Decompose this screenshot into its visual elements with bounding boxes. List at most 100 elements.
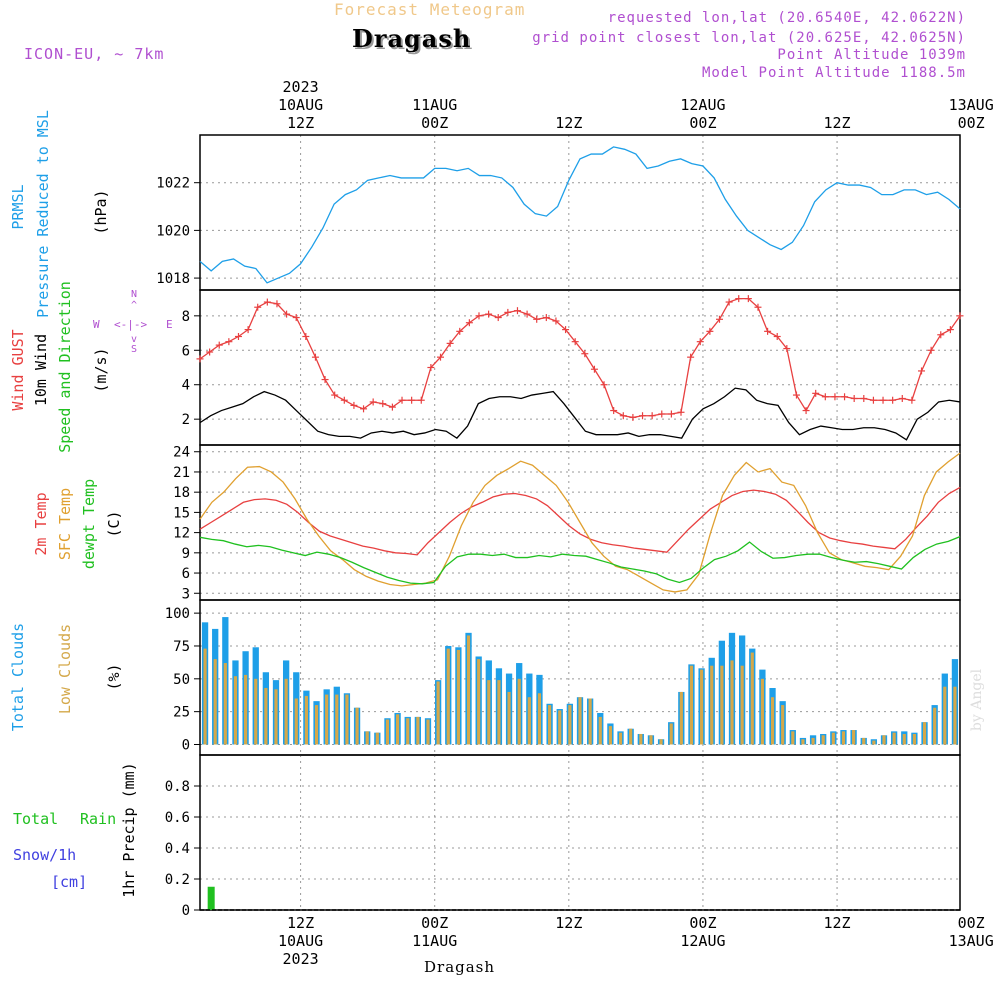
bottom-time-label: 00Z <box>421 914 448 932</box>
pressure-line <box>199 146 961 284</box>
top-time-label: 13AUG <box>949 96 994 114</box>
low-cloud-bar <box>781 705 785 745</box>
top-time-label: 12Z <box>555 114 582 132</box>
low-cloud-bar <box>426 719 430 745</box>
low-cloud-bar <box>700 669 704 745</box>
low-cloud-bar <box>852 730 856 745</box>
low-cloud-bar <box>335 694 339 745</box>
low-cloud-bar <box>659 739 663 745</box>
y-tick-label: 1022 <box>156 176 190 192</box>
panel-frame <box>199 289 961 446</box>
panel-frame <box>199 754 961 911</box>
low-cloud-bar <box>406 718 410 745</box>
low-cloud-bar <box>487 680 491 745</box>
low-cloud-bar <box>618 732 623 745</box>
y-tick-label: 0.4 <box>165 841 190 857</box>
y-tick-label: 0.2 <box>165 872 190 888</box>
low-cloud-bar <box>558 710 562 745</box>
wind10m-line <box>199 387 961 441</box>
y-tick-label: 12 <box>173 526 190 542</box>
y-tick-label: 6 <box>182 566 190 582</box>
low-cloud-bar <box>294 698 298 745</box>
grid-point-coords: grid point closest lon,lat (20.625E, 42.… <box>532 30 966 46</box>
y-tick-label: 25 <box>173 705 190 721</box>
gust-line <box>199 297 961 419</box>
requested-coords: requested lon,lat (20.6540E, 42.0622N) <box>607 10 966 26</box>
low-cloud-bar <box>507 691 511 745</box>
y-tick-label: 100 <box>165 606 190 622</box>
top-time-label: 12Z <box>287 114 314 132</box>
low-cloud-bar <box>396 714 400 745</box>
low-cloud-bar <box>740 665 744 745</box>
model-altitude: Model Point Altitude 1188.5m <box>701 65 966 81</box>
bottom-time-label: 00Z <box>958 914 985 932</box>
rain-bar <box>207 886 215 910</box>
y-tick-label: 0 <box>182 903 190 919</box>
low-cloud-bar <box>244 674 248 745</box>
y-tick-label: 8 <box>182 309 190 325</box>
bottom-time-label: 12AUG <box>680 932 725 950</box>
bottom-time-label: 12Z <box>287 914 314 932</box>
top-time-label: 10AUG <box>278 96 323 114</box>
y-tick-label: 1020 <box>156 223 190 239</box>
low-cloud-bar <box>223 663 227 745</box>
low-cloud-bar <box>760 678 764 745</box>
low-cloud-bar <box>254 678 258 745</box>
y-tick-label: 4 <box>182 378 190 394</box>
low-cloud-bar <box>345 694 349 745</box>
y-tick-label: 1018 <box>156 271 190 287</box>
low-cloud-bar <box>791 731 795 745</box>
low-cloud-bar <box>841 731 846 745</box>
low-cloud-bar <box>892 732 896 745</box>
y-tick-label: 75 <box>173 639 190 655</box>
low-cloud-bar <box>456 649 460 745</box>
low-cloud-bar <box>912 733 916 745</box>
precip-rain-label: Rain <box>80 810 117 828</box>
compass-w: W <box>93 318 100 331</box>
y-tick-label: 50 <box>173 672 190 688</box>
low-cloud-bar <box>598 716 602 745</box>
low-cloud-bar <box>304 695 308 745</box>
bottom-time-label: 10AUG <box>278 932 323 950</box>
compass-ns-up: ^ <box>131 300 138 311</box>
sfc-temp-line <box>199 452 961 593</box>
low-cloud-bar <box>831 732 835 745</box>
low-cloud-bar <box>801 739 805 745</box>
low-cloud-bar <box>669 723 673 745</box>
low-cloud-bar <box>517 678 521 745</box>
low-cloud-bar <box>689 665 694 745</box>
top-time-label: 00Z <box>958 114 985 132</box>
low-cloud-bar <box>416 716 420 745</box>
compass-e: E <box>166 318 173 331</box>
low-cloud-bar <box>588 698 592 745</box>
y-tick-label: 2 <box>182 412 190 428</box>
point-altitude: Point Altitude 1039m <box>777 47 966 63</box>
low-cloud-bar <box>882 735 886 745</box>
low-cloud-bar <box>355 707 359 745</box>
low-cloud-bar <box>862 737 866 745</box>
low-cloud-bar <box>446 648 450 745</box>
low-cloud-bar <box>943 686 947 745</box>
low-cloud-bar <box>274 689 278 745</box>
low-cloud-bar <box>537 693 542 745</box>
low-cloud-bar <box>477 659 481 745</box>
y-tick-label: 0.8 <box>165 779 190 795</box>
precip-total-label: Total <box>13 810 59 828</box>
bottom-time-label: 12Z <box>824 914 851 932</box>
bottom-time-label: 00Z <box>689 914 716 932</box>
low-cloud-bar <box>720 665 724 745</box>
low-cloud-bar <box>466 635 471 745</box>
low-cloud-bar <box>953 686 957 745</box>
low-cloud-bar <box>385 719 390 745</box>
low-cloud-bar <box>902 733 906 745</box>
low-cloud-bar <box>497 680 501 745</box>
y-tick-label: 0 <box>182 737 190 753</box>
bottom-time-label: 12Z <box>555 914 582 932</box>
low-cloud-bar <box>264 688 268 745</box>
precip-snow-label: Snow/1h <box>13 846 77 864</box>
y-tick-label: 9 <box>182 546 190 562</box>
low-cloud-bar <box>639 733 643 745</box>
low-cloud-bar <box>568 705 572 745</box>
low-cloud-bar <box>233 676 238 745</box>
